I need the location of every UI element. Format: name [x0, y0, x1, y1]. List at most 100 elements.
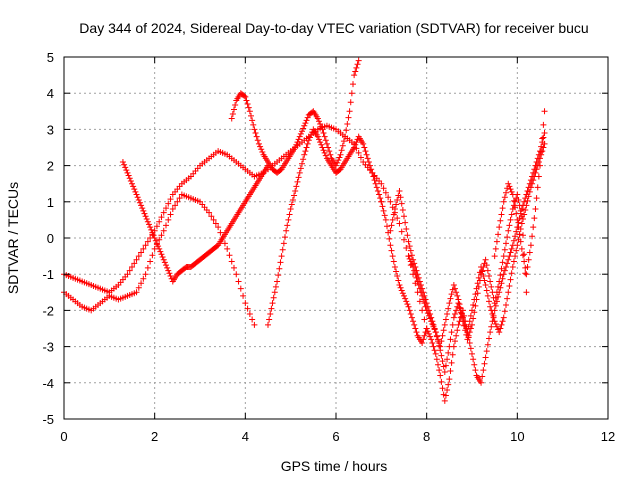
data-point: [423, 307, 430, 314]
data-point: [339, 142, 346, 149]
data-point: [140, 207, 147, 214]
data-point: [294, 178, 301, 185]
data-point: [136, 199, 143, 206]
data-point: [523, 202, 530, 209]
data-point: [446, 300, 453, 307]
data-point: [344, 120, 351, 127]
data-point: [411, 267, 418, 274]
data-point: [285, 216, 292, 223]
y-tick-label: 0: [47, 231, 54, 246]
data-point: [514, 216, 521, 223]
data-point: [523, 271, 530, 278]
data-point: [251, 321, 258, 328]
data-point: [159, 254, 166, 261]
data-point: [326, 148, 333, 155]
data-point: [254, 137, 261, 144]
data-point: [538, 149, 545, 156]
data-point: [419, 339, 426, 346]
data-point: [335, 157, 342, 164]
data-point: [138, 280, 145, 287]
data-point: [252, 130, 259, 137]
data-point: [363, 151, 370, 158]
data-point: [540, 144, 547, 151]
data-point: [497, 217, 504, 224]
data-point: [212, 220, 219, 227]
data-point: [518, 220, 525, 227]
data-point: [487, 303, 494, 310]
data-point: [352, 68, 359, 75]
data-point: [499, 259, 506, 266]
x-tick-label: 10: [510, 429, 524, 444]
data-point: [421, 316, 428, 323]
data-point: [475, 274, 482, 281]
data-point: [480, 367, 487, 374]
data-point: [435, 338, 441, 345]
data-point: [425, 330, 432, 337]
data-point: [437, 372, 444, 379]
data-point: [351, 144, 358, 151]
data-point: [244, 101, 251, 108]
data-point: [396, 220, 403, 227]
data-point: [240, 292, 247, 299]
data-point: [497, 325, 504, 332]
data-point: [472, 302, 479, 309]
data-point: [167, 211, 174, 218]
data-point: [327, 151, 334, 158]
data-point: [472, 367, 479, 374]
data-point: [270, 294, 277, 301]
data-point: [338, 147, 345, 154]
data-point: [490, 314, 497, 321]
data-point: [454, 327, 461, 334]
x-tick-label: 0: [60, 429, 67, 444]
data-point: [389, 253, 396, 260]
data-point: [391, 206, 398, 213]
data-point: [302, 120, 309, 127]
data-point: [453, 289, 460, 296]
data-point: [167, 196, 174, 203]
data-point: [408, 314, 415, 321]
data-point: [378, 198, 385, 205]
data-point: [475, 283, 482, 290]
data-point: [279, 246, 286, 253]
data-point: [444, 387, 451, 394]
data-point: [277, 259, 284, 266]
data-point: [380, 207, 387, 214]
data-point: [444, 356, 451, 363]
data-point: [292, 144, 299, 151]
data-point: [506, 282, 513, 289]
data-point: [440, 327, 447, 334]
data-point: [447, 336, 454, 343]
data-point: [441, 321, 448, 328]
data-point: [510, 197, 517, 204]
data-point: [453, 332, 460, 339]
data-point: [245, 104, 252, 111]
data-point: [140, 245, 147, 252]
data-point: [163, 205, 169, 212]
data-point: [412, 325, 419, 332]
y-tick-label: 1: [47, 195, 54, 210]
y-axis-label: SDTVAR / TECUs: [5, 182, 21, 294]
data-point: [518, 213, 525, 220]
data-point: [488, 323, 495, 330]
data-point: [462, 321, 469, 328]
data-point: [132, 188, 139, 195]
data-point: [442, 362, 449, 369]
data-point: [258, 146, 265, 153]
data-point: [449, 321, 456, 328]
y-tick-label: 3: [47, 122, 54, 137]
data-point: [292, 187, 299, 194]
data-point: [423, 325, 430, 332]
data-point: [146, 221, 152, 228]
data-point: [405, 303, 412, 310]
data-point: [165, 267, 172, 274]
data-point: [141, 210, 148, 217]
data-point: [506, 253, 513, 260]
data-point: [405, 253, 412, 260]
data-point: [176, 195, 183, 202]
data-point: [233, 271, 240, 278]
data-point: [473, 296, 480, 303]
data-point: [164, 264, 171, 271]
data-point: [515, 196, 522, 203]
data-point: [319, 126, 326, 133]
data-point: [360, 140, 367, 147]
